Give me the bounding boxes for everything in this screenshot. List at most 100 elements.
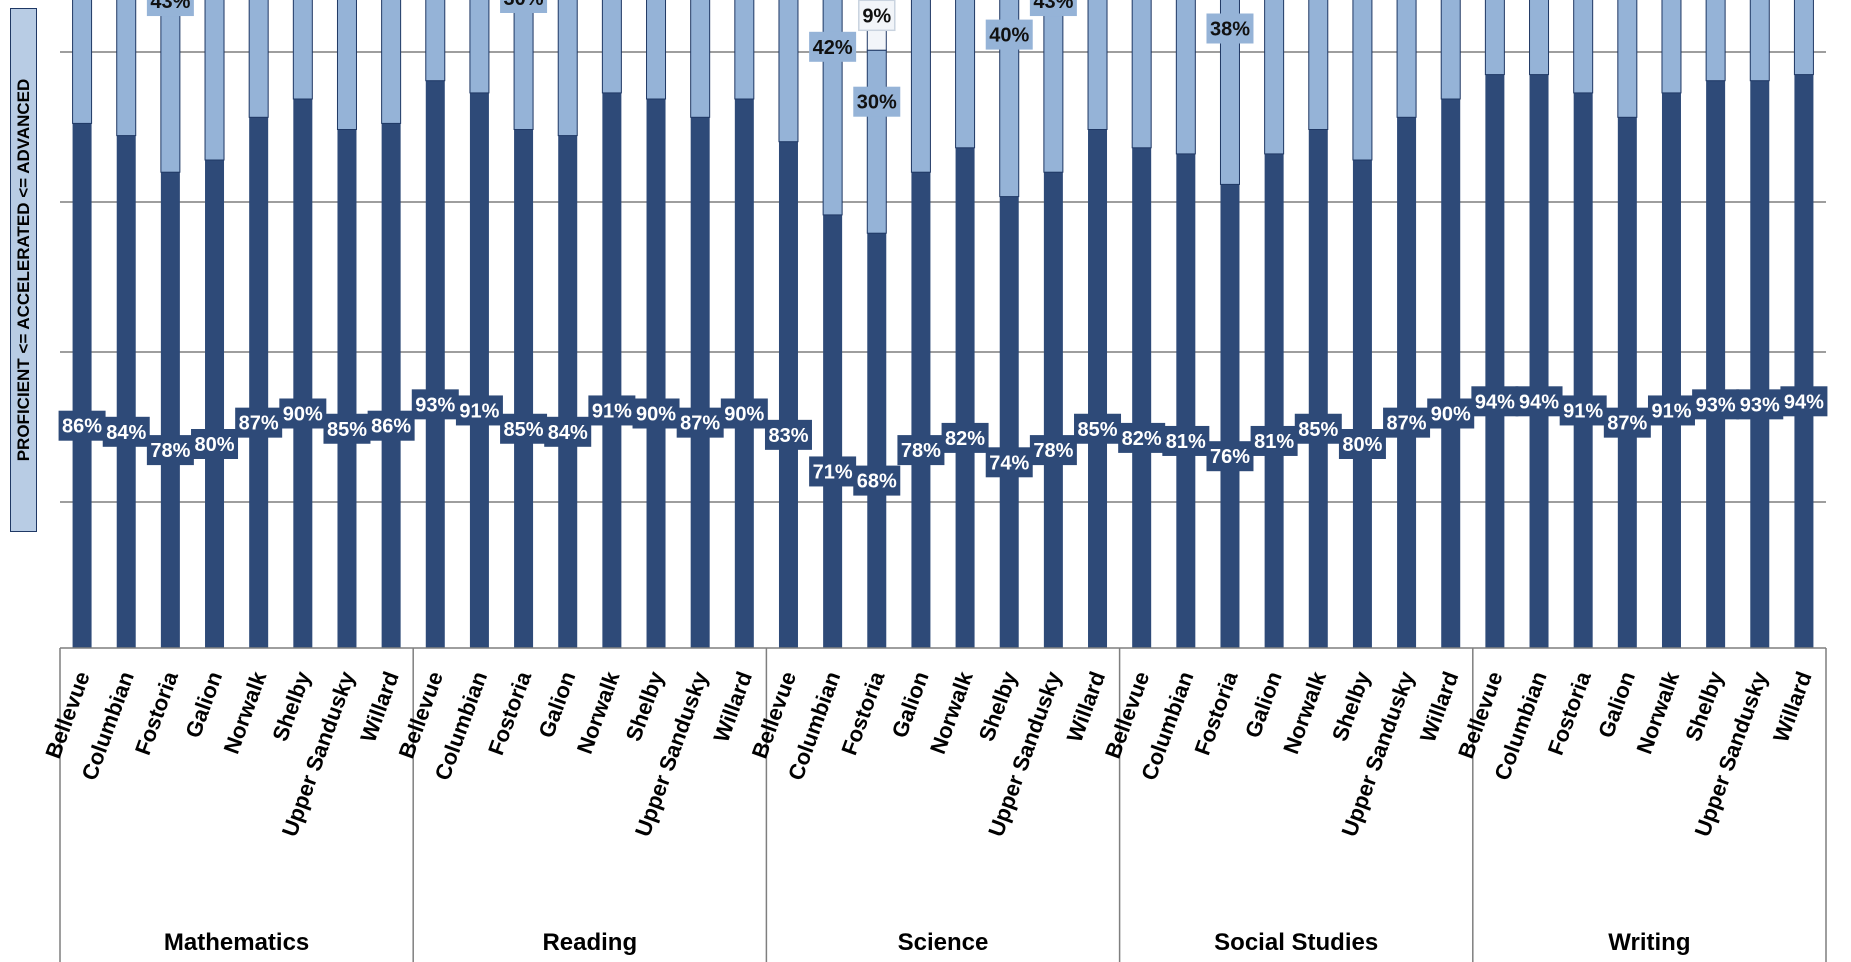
tick-label-29: Shelby — [1327, 667, 1375, 744]
bar-science-upper-sandusky-accelerated — [1043, 0, 1064, 173]
tick-label-35: Galion — [1593, 668, 1640, 741]
bar-science-columbian-proficient — [823, 214, 843, 648]
bar-social-studies-bellevue-proficient — [1132, 147, 1152, 649]
bar-social-studies-willard-proficient — [1441, 99, 1461, 648]
bar-mathematics-bellevue-accelerated — [72, 0, 93, 124]
bar-social-studies-norwalk-accelerated — [1308, 0, 1329, 131]
bar-mathematics-norwalk-accelerated — [248, 0, 269, 118]
tick-label-4: Norwalk — [219, 667, 272, 757]
label-reading-columbian-proficient: 91% — [459, 400, 499, 422]
label-writing-galion-proficient-box — [1603, 407, 1651, 438]
tick-label-28: Norwalk — [1278, 667, 1331, 757]
bar-writing-willard-accelerated — [1793, 0, 1814, 76]
label-science-shelby-accelerated-box — [985, 19, 1033, 50]
label-reading-upper-sandusky-proficient: 87% — [680, 413, 720, 435]
tick-label-5: Shelby — [267, 667, 315, 744]
label-mathematics-shelby-proficient-box — [279, 398, 327, 429]
bar-writing-bellevue-proficient — [1485, 74, 1505, 649]
bar-reading-upper-sandusky-accelerated — [690, 0, 711, 118]
bar-reading-upper-sandusky-proficient — [690, 117, 710, 649]
label-mathematics-fostoria-accelerated: 43% — [150, 0, 190, 13]
bar-writing-bellevue-accelerated — [1484, 0, 1505, 76]
bar-mathematics-columbian-proficient — [116, 135, 136, 649]
label-writing-willard-proficient-box — [1780, 386, 1828, 417]
bar-social-studies-norwalk-proficient — [1308, 129, 1328, 648]
bar-writing-galion-accelerated — [1617, 0, 1638, 118]
tick-label-31: Willard — [1415, 668, 1464, 745]
label-mathematics-willard-proficient: 86% — [371, 416, 411, 438]
label-reading-fostoria-accelerated-box — [500, 0, 548, 13]
label-mathematics-upper-sandusky-proficient-box — [323, 413, 371, 444]
bar-science-galion-proficient — [911, 172, 931, 648]
bar-reading-willard-proficient — [734, 99, 754, 648]
bar-science-bellevue-accelerated — [778, 0, 799, 143]
label-social-studies-bellevue-proficient-box — [1118, 422, 1166, 453]
bar-science-fostoria-proficient — [867, 233, 887, 648]
bar-social-studies-bellevue-accelerated — [1131, 0, 1152, 149]
label-science-upper-sandusky-accelerated-box — [1029, 0, 1077, 17]
tick-label-15: Willard — [709, 668, 758, 745]
label-science-willard-proficient: 85% — [1078, 419, 1118, 441]
label-science-columbian-accelerated: 42% — [813, 37, 853, 59]
label-writing-fostoria-proficient: 91% — [1563, 400, 1603, 422]
label-writing-norwalk-proficient: 91% — [1651, 400, 1691, 422]
tick-label-23: Willard — [1062, 668, 1111, 745]
bar-writing-galion-proficient — [1617, 117, 1637, 649]
label-science-willard-proficient-box — [1074, 413, 1122, 444]
bar-reading-fostoria-accelerated — [513, 0, 534, 130]
bar-science-shelby-proficient — [999, 196, 1019, 648]
tick-label-21: Shelby — [974, 667, 1022, 744]
label-reading-upper-sandusky-proficient-box — [676, 407, 724, 438]
bar-mathematics-shelby-accelerated — [292, 0, 313, 100]
label-reading-columbian-proficient-box — [455, 395, 503, 426]
label-science-bellevue-proficient: 83% — [768, 425, 808, 447]
label-science-fostoria-advanced-box — [858, 0, 896, 32]
bar-science-norwalk-proficient — [955, 147, 975, 649]
label-social-studies-willard-proficient: 90% — [1431, 404, 1471, 426]
bar-reading-bellevue-accelerated — [425, 0, 446, 82]
label-writing-upper-sandusky-proficient: 93% — [1740, 394, 1780, 416]
bar-mathematics-shelby-proficient — [293, 99, 313, 648]
bar-science-bellevue-proficient — [778, 141, 798, 648]
group-label-3: Social Studies — [1214, 929, 1378, 956]
label-mathematics-galion-proficient-box — [191, 429, 239, 459]
label-reading-shelby-proficient: 90% — [636, 404, 676, 426]
tick-label-27: Galion — [1240, 668, 1287, 741]
group-label-2: Science — [898, 929, 989, 956]
label-writing-upper-sandusky-proficient-box — [1736, 389, 1784, 420]
label-mathematics-norwalk-proficient: 87% — [239, 413, 279, 435]
bar-mathematics-norwalk-proficient — [249, 117, 269, 649]
label-science-fostoria-proficient: 68% — [857, 471, 897, 493]
bar-social-studies-columbian-accelerated — [1175, 0, 1196, 155]
label-reading-galion-proficient: 84% — [548, 422, 588, 444]
label-writing-shelby-proficient: 93% — [1696, 394, 1736, 416]
label-mathematics-upper-sandusky-proficient: 85% — [327, 419, 367, 441]
label-mathematics-galion-proficient: 80% — [195, 434, 235, 456]
label-reading-fostoria-accelerated: 30% — [504, 0, 544, 10]
label-science-bellevue-proficient-box — [764, 419, 812, 450]
label-science-galion-proficient-box — [897, 435, 945, 466]
bar-social-studies-galion-accelerated — [1264, 0, 1285, 155]
bar-writing-columbian-accelerated — [1529, 0, 1550, 76]
label-social-studies-upper-sandusky-proficient: 87% — [1387, 413, 1427, 435]
group-label-4: Writing — [1608, 929, 1690, 956]
label-social-studies-galion-proficient-box — [1250, 425, 1298, 456]
bar-mathematics-galion-proficient — [205, 160, 225, 648]
label-social-studies-columbian-proficient: 81% — [1166, 431, 1206, 453]
bar-social-studies-columbian-proficient — [1176, 153, 1196, 648]
label-reading-willard-proficient: 90% — [724, 404, 764, 426]
label-social-studies-upper-sandusky-proficient-box — [1383, 407, 1431, 438]
group-label-0: Mathematics — [164, 929, 309, 956]
tick-label-34: Fostoria — [1543, 667, 1596, 758]
label-science-fostoria-advanced: 9% — [862, 5, 891, 27]
label-social-studies-norwalk-proficient: 85% — [1298, 419, 1338, 441]
label-reading-fostoria-proficient: 85% — [504, 419, 544, 441]
bar-reading-columbian-accelerated — [469, 0, 490, 94]
bar-writing-fostoria-accelerated — [1573, 0, 1594, 94]
label-reading-bellevue-proficient: 93% — [415, 394, 455, 416]
label-science-columbian-accelerated-box — [809, 31, 857, 62]
label-writing-bellevue-proficient: 94% — [1475, 391, 1515, 413]
label-mathematics-shelby-proficient: 90% — [283, 404, 323, 426]
label-science-columbian-proficient: 71% — [813, 461, 853, 483]
